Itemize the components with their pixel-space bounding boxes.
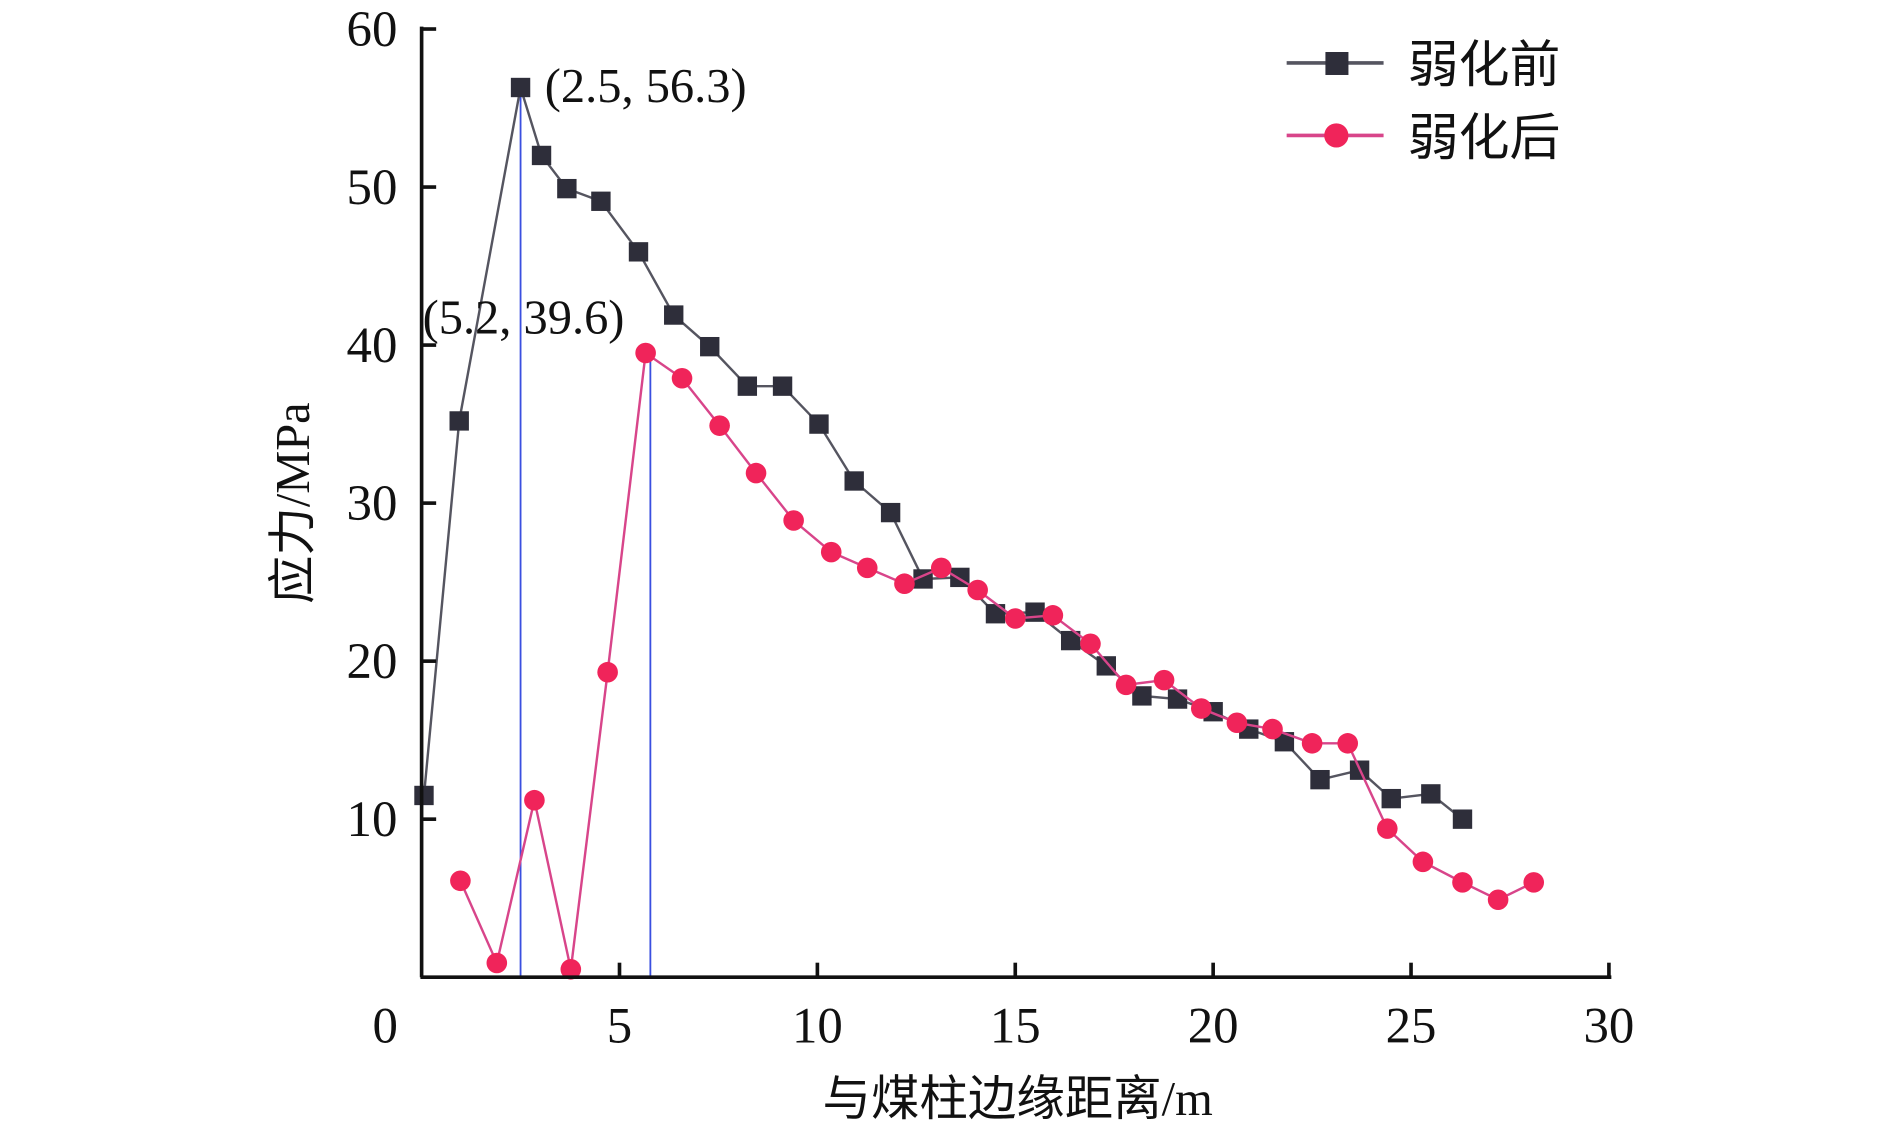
data-point-square	[510, 77, 531, 98]
data-point-square	[809, 414, 829, 434]
data-point-circle	[1080, 633, 1101, 655]
data-point-circle	[1487, 889, 1509, 911]
legend-label-after: 弱化后	[1408, 110, 1561, 166]
legend-marker-circle	[1324, 123, 1349, 148]
data-point-square	[844, 471, 864, 491]
data-point-circle	[1004, 608, 1026, 629]
series-line	[422, 87, 1464, 821]
data-point-square	[531, 145, 552, 166]
data-point-square	[1452, 809, 1473, 829]
legend-marker-square	[1325, 52, 1349, 75]
data-point-circle	[1190, 698, 1212, 719]
legend-item-before: 弱化前	[1286, 37, 1561, 93]
data-point-circle	[894, 573, 915, 594]
legend-label-before: 弱化前	[1408, 37, 1561, 93]
data-point-circle	[820, 541, 842, 563]
data-point-circle	[1412, 851, 1434, 873]
data-point-circle	[671, 367, 693, 389]
data-point-circle	[1376, 818, 1398, 839]
data-point-circle	[1523, 872, 1545, 893]
data-point-square	[449, 411, 469, 431]
annotation-label: (5.2, 39.6)	[423, 291, 625, 344]
data-point-circle	[1042, 605, 1064, 626]
data-point-circle	[1115, 674, 1137, 696]
y-tick-label: 40	[347, 317, 398, 373]
data-point-square	[628, 242, 649, 262]
data-point-circle	[709, 415, 730, 436]
data-point-circle	[745, 462, 767, 484]
data-point-square	[557, 178, 577, 199]
data-point-square	[1310, 769, 1330, 790]
data-point-square	[1096, 656, 1116, 676]
data-point-square	[772, 376, 793, 396]
data-point-square	[1274, 732, 1295, 752]
series-before	[414, 77, 1473, 829]
data-point-square	[737, 376, 758, 396]
data-point-circle	[486, 952, 508, 974]
x-tick-label: 30	[1583, 998, 1634, 1054]
annotation-lines	[519, 87, 652, 978]
y-tick-label: 50	[347, 159, 398, 215]
data-point-circle	[560, 959, 582, 980]
data-point-circle	[1301, 733, 1323, 754]
data-point-square	[591, 191, 611, 211]
annotations: (2.5, 56.3) (5.2, 39.6)	[423, 60, 747, 344]
y-tick-label: 30	[347, 475, 398, 531]
data-point-circle	[1452, 872, 1473, 893]
x-tick-label: 25	[1386, 998, 1437, 1054]
legend-item-after: 弱化后	[1286, 110, 1561, 166]
data-point-circle	[967, 579, 988, 601]
series-line	[459, 350, 1535, 970]
data-point-square	[985, 604, 1006, 624]
x-tick-label: 10	[792, 998, 843, 1054]
y-tick-label: 60	[347, 1, 398, 57]
x-axis-label: 与煤柱边缘距离/m	[823, 1073, 1213, 1126]
y-axis-label: 应力/MPa	[267, 402, 320, 604]
x-tick-label: 5	[607, 998, 632, 1054]
data-point-circle	[783, 510, 804, 531]
data-point-square	[1421, 784, 1441, 804]
ticks: 0 5 10 15 20 25 30 10 20 30 40 50 60	[347, 1, 1635, 1053]
x-tick-label: 20	[1188, 998, 1239, 1054]
data-point-circle	[1262, 718, 1283, 740]
data-point-circle	[1226, 712, 1248, 734]
x-tick-label: 15	[990, 998, 1041, 1054]
data-point-circle	[635, 342, 656, 364]
data-point-square	[700, 336, 720, 357]
y-tick-label: 20	[347, 633, 398, 689]
data-point-circle	[450, 870, 471, 892]
axes	[419, 26, 1612, 980]
data-point-circle	[1153, 669, 1175, 691]
data-point-square	[880, 502, 901, 523]
data-point-square	[1132, 686, 1152, 706]
data-point-circle	[856, 557, 878, 579]
series-layer	[414, 77, 1545, 980]
data-point-circle	[1337, 733, 1359, 754]
data-point-circle	[930, 557, 952, 579]
data-point-square	[664, 305, 684, 325]
x-tick-label: 0	[373, 998, 398, 1054]
data-point-circle	[524, 789, 545, 811]
data-point-square	[1060, 630, 1081, 651]
data-point-square	[1167, 689, 1188, 709]
series-after	[450, 342, 1545, 980]
legend: 弱化前 弱化后	[1286, 37, 1561, 166]
data-point-circle	[597, 661, 618, 683]
data-point-square	[1025, 602, 1045, 622]
annotation-label: (2.5, 56.3)	[545, 60, 747, 113]
data-point-square	[1381, 788, 1401, 809]
data-point-square	[414, 785, 434, 806]
y-tick-label: 10	[347, 791, 398, 847]
